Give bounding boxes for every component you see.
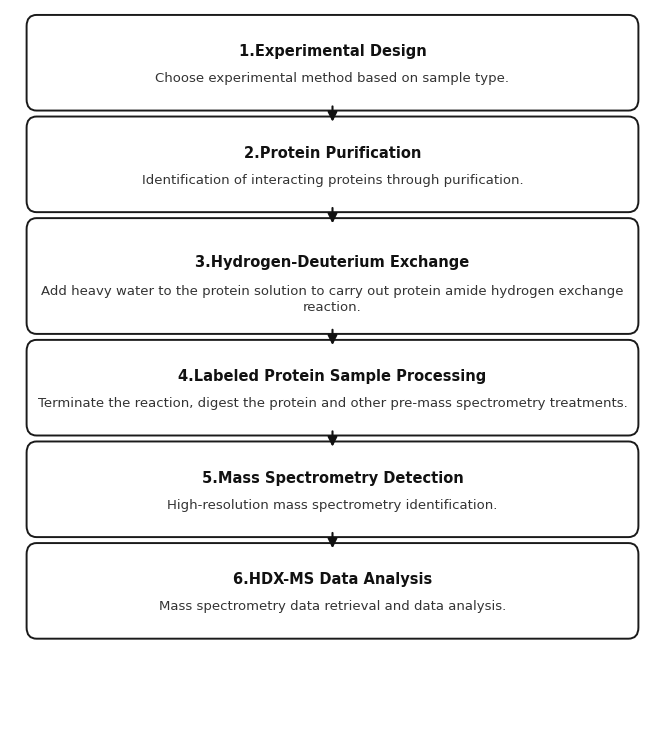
FancyBboxPatch shape — [27, 441, 638, 537]
FancyBboxPatch shape — [27, 340, 638, 436]
Text: High-resolution mass spectrometry identification.: High-resolution mass spectrometry identi… — [168, 499, 497, 512]
Text: 3.Hydrogen-Deuterium Exchange: 3.Hydrogen-Deuterium Exchange — [196, 255, 469, 270]
FancyBboxPatch shape — [27, 15, 638, 111]
Text: Terminate the reaction, digest the protein and other pre-mass spectrometry treat: Terminate the reaction, digest the prote… — [38, 397, 627, 410]
FancyBboxPatch shape — [27, 218, 638, 334]
Text: 1.Experimental Design: 1.Experimental Design — [239, 44, 426, 59]
Text: Identification of interacting proteins through purification.: Identification of interacting proteins t… — [142, 174, 523, 187]
Text: 2.Protein Purification: 2.Protein Purification — [244, 146, 421, 161]
Text: Choose experimental method based on sample type.: Choose experimental method based on samp… — [156, 72, 509, 85]
Text: Mass spectrometry data retrieval and data analysis.: Mass spectrometry data retrieval and dat… — [159, 601, 506, 613]
Text: 5.Mass Spectrometry Detection: 5.Mass Spectrometry Detection — [201, 471, 464, 486]
Text: 6.HDX-MS Data Analysis: 6.HDX-MS Data Analysis — [233, 572, 432, 587]
FancyBboxPatch shape — [27, 117, 638, 212]
FancyBboxPatch shape — [27, 543, 638, 639]
Text: 4.Labeled Protein Sample Processing: 4.Labeled Protein Sample Processing — [178, 369, 487, 384]
Text: Add heavy water to the protein solution to carry out protein amide hydrogen exch: Add heavy water to the protein solution … — [41, 285, 624, 314]
